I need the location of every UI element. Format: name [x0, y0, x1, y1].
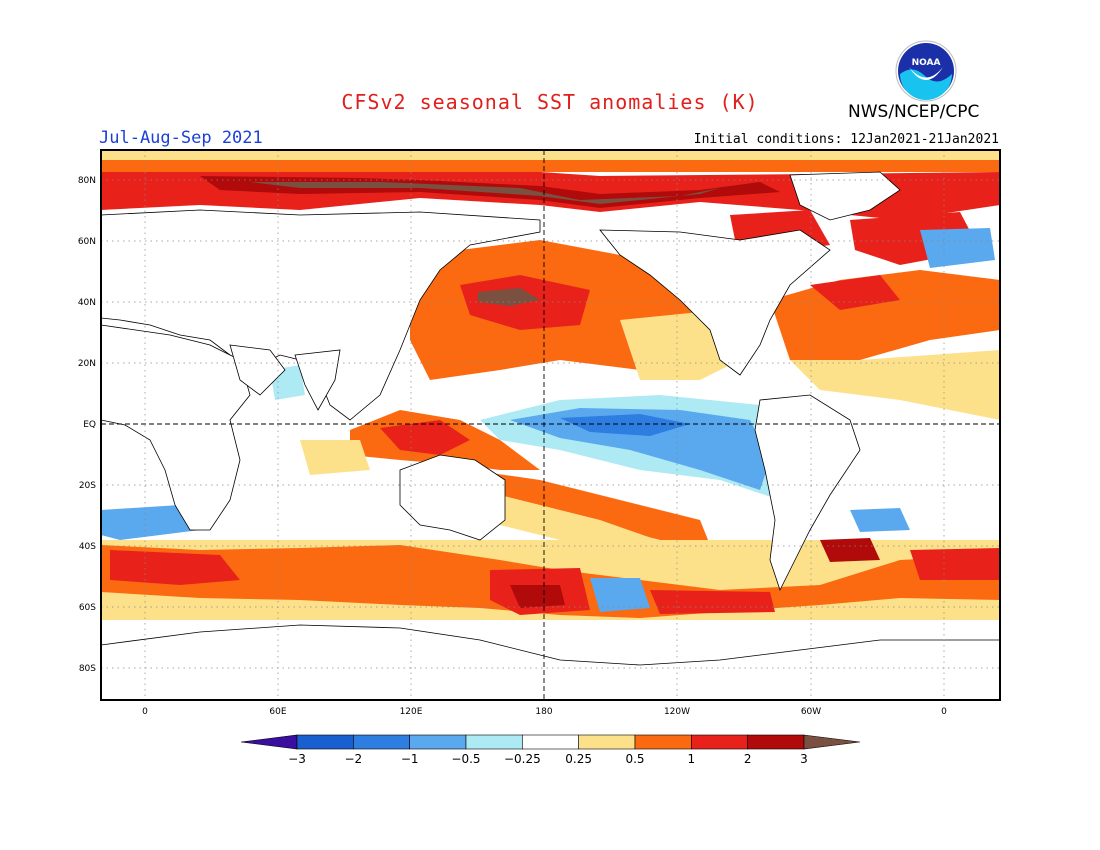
lat-label: 80S [79, 664, 96, 674]
north-atlantic-weak [790, 350, 1000, 420]
equatorial-cold-mid [510, 408, 770, 490]
land-arabia [229, 344, 286, 396]
colorbar-segment [803, 734, 861, 750]
north-pacific-extreme [478, 288, 540, 306]
south-atlantic-strong [820, 538, 880, 562]
lon-label: 60W [801, 707, 821, 717]
land-india [294, 349, 341, 411]
colorbar-label: 2 [744, 752, 752, 766]
colorbar-segment [691, 734, 748, 750]
grid-lines [101, 150, 1000, 700]
lat-label: 60N [78, 237, 96, 247]
initial-conditions-label: Initial conditions: 12Jan2021-21Jan2021 [693, 132, 999, 147]
south-atlantic-cold [850, 508, 910, 532]
land-masses [101, 171, 1000, 700]
land-south-america [754, 394, 861, 592]
land-north-america [599, 229, 831, 376]
southern-ocean-strong-west [110, 550, 240, 585]
land-africa [101, 324, 251, 531]
colorbar-label: −3 [288, 752, 306, 766]
land-australia [399, 454, 506, 541]
colorbar: −3 −2 −1 −0.5 −0.25 0.25 0.5 1 2 3 [240, 734, 861, 766]
lon-label: 180 [535, 707, 552, 717]
north-atlantic-strong [810, 275, 900, 310]
equatorial-cold-core [560, 414, 690, 436]
south-atlantic-strong-2 [910, 548, 1000, 580]
colorbar-label: −2 [344, 752, 362, 766]
arctic-brown [250, 182, 720, 204]
agency-label: NWS/NCEP/CPC [848, 102, 980, 122]
colorbar-label: 1 [688, 752, 696, 766]
colorbar-segment [240, 734, 298, 750]
colorbar-label: 0.5 [625, 752, 644, 766]
colorbar-segment [578, 734, 636, 750]
lat-label: 20S [79, 481, 96, 491]
lat-label: 80N [78, 176, 96, 186]
latitude-labels: 80N 60N 40N 20N EQ 20S 40S 60S 80S [78, 176, 96, 674]
colorbar-label: −0.25 [504, 752, 541, 766]
colorbar-label: 0.25 [565, 752, 592, 766]
lon-label: 0 [142, 707, 148, 717]
colorbar-segment [465, 734, 523, 750]
southern-indian-cold [101, 505, 200, 540]
lat-label: 20N [78, 359, 96, 369]
colorbar-label: −1 [401, 752, 419, 766]
colorbar-segment [409, 734, 467, 750]
lon-label: 60E [269, 707, 286, 717]
land-eurasia [101, 209, 541, 421]
maritime-continent-strong [380, 420, 470, 455]
indian-ocean-weak [300, 440, 370, 475]
season-label: Jul-Aug-Sep 2021 [99, 128, 263, 148]
colorbar-segment [634, 734, 692, 750]
map-title: CFSv2 seasonal SST anomalies (K) [341, 90, 759, 114]
land-greenland [789, 171, 901, 221]
noaa-logo-text: NOAA [912, 58, 941, 68]
southern-ocean-extreme-central [510, 585, 565, 608]
lat-label: 60S [79, 603, 96, 613]
colorbar-segment [296, 734, 354, 750]
colorbar-segment [747, 734, 805, 750]
southern-ocean-strong-east [650, 590, 775, 614]
map-frame [100, 149, 1001, 701]
lon-label: 0 [941, 707, 947, 717]
colorbar-label: 3 [800, 752, 808, 766]
southern-ocean-cold-patch [590, 578, 650, 612]
lat-label: 40N [78, 298, 96, 308]
lat-label: 40S [79, 542, 96, 552]
nordic-seas-cold [920, 228, 995, 268]
arctic-warm-band-top [101, 150, 1000, 160]
land-antarctica [101, 624, 1000, 700]
noaa-logo-icon: NOAA [895, 40, 957, 102]
lon-label: 120E [400, 707, 423, 717]
south-pacific-warm-band [460, 470, 710, 545]
anomaly-field [101, 150, 1000, 700]
colorbar-label: −0.5 [451, 752, 480, 766]
reference-lines [101, 150, 1000, 700]
lat-label: EQ [83, 420, 96, 430]
longitude-labels: 0 60E 120E 180 120W 60W 0 [142, 707, 947, 717]
lon-label: 120W [664, 707, 690, 717]
colorbar-segment [353, 734, 410, 750]
colorbar-segment [522, 734, 579, 750]
